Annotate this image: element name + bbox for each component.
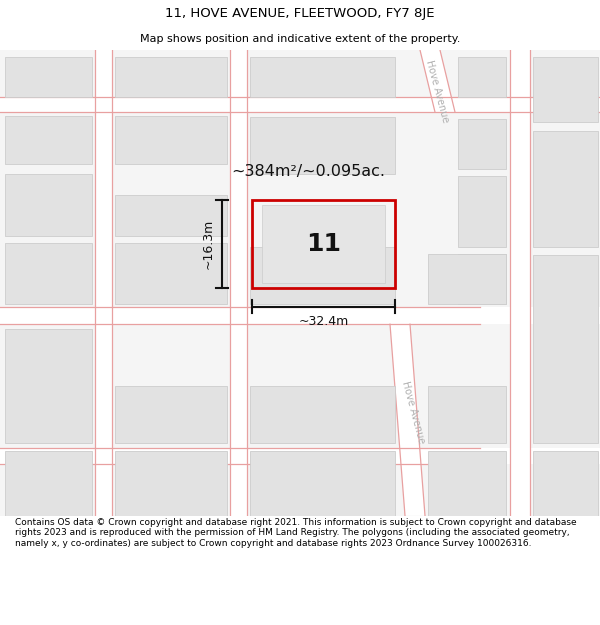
Bar (115, 58, 227, 96)
Bar (5, 58, 92, 96)
Bar (458, 119, 506, 169)
Bar (458, 176, 506, 247)
Bar (5, 116, 92, 164)
Bar (252, 200, 395, 288)
Bar (428, 254, 506, 304)
Bar (115, 451, 227, 516)
Bar (458, 254, 506, 304)
Bar (250, 118, 395, 174)
Text: Map shows position and indicative extent of the property.: Map shows position and indicative extent… (140, 34, 460, 44)
Bar (250, 247, 395, 304)
Bar (510, 50, 530, 516)
Text: ~384m²/~0.095ac.: ~384m²/~0.095ac. (232, 164, 386, 179)
Text: 11, HOVE AVENUE, FLEETWOOD, FY7 8JE: 11, HOVE AVENUE, FLEETWOOD, FY7 8JE (165, 8, 435, 21)
Text: Hove Avenue: Hove Avenue (424, 59, 450, 124)
Bar (262, 205, 385, 282)
Bar (250, 451, 395, 516)
Bar (5, 174, 92, 236)
Bar (115, 195, 227, 236)
Bar (5, 451, 92, 516)
Bar (95, 50, 112, 516)
Bar (533, 451, 598, 516)
Text: ~16.3m: ~16.3m (202, 219, 215, 269)
Bar (115, 116, 227, 164)
Polygon shape (420, 50, 455, 112)
Bar (250, 386, 395, 443)
Polygon shape (390, 324, 425, 516)
Text: ~32.4m: ~32.4m (298, 314, 349, 328)
Bar (0, 448, 600, 464)
Bar (115, 386, 227, 443)
Bar (533, 255, 598, 443)
Text: Hove Avenue: Hove Avenue (400, 380, 426, 444)
Bar (230, 50, 247, 516)
Text: 11: 11 (306, 232, 341, 256)
Bar (0, 307, 600, 324)
Bar (5, 329, 92, 443)
Text: Contains OS data © Crown copyright and database right 2021. This information is : Contains OS data © Crown copyright and d… (15, 518, 577, 548)
Bar (115, 244, 227, 304)
Bar (428, 386, 506, 443)
Bar (250, 58, 395, 96)
Bar (533, 131, 598, 247)
Bar (428, 451, 506, 516)
Bar (533, 58, 598, 122)
Bar (0, 96, 600, 112)
Bar (458, 58, 506, 96)
Bar (5, 244, 92, 304)
